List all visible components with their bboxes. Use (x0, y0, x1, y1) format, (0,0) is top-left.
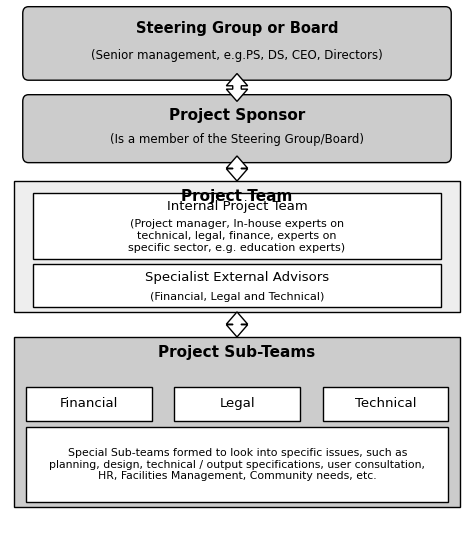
FancyBboxPatch shape (23, 95, 451, 163)
Text: Steering Group or Board: Steering Group or Board (136, 21, 338, 36)
Text: Technical: Technical (355, 397, 416, 411)
Bar (26, 387, 152, 421)
Text: Financial: Financial (60, 397, 118, 411)
Text: Project Sub-Teams: Project Sub-Teams (158, 345, 316, 360)
Bar (14, 337, 460, 507)
Text: (Senior management, e.g.PS, DS, CEO, Directors): (Senior management, e.g.PS, DS, CEO, Dir… (91, 49, 383, 62)
Text: Project Sponsor: Project Sponsor (169, 108, 305, 123)
FancyBboxPatch shape (23, 7, 451, 80)
Text: Legal: Legal (219, 397, 255, 411)
Bar (26, 427, 448, 502)
Text: Project Team: Project Team (182, 189, 292, 204)
Text: Internal Project Team: Internal Project Team (167, 200, 307, 213)
Bar (174, 387, 300, 421)
Text: (Project manager, In-house experts on
technical, legal, finance, experts on
spec: (Project manager, In-house experts on te… (128, 219, 346, 253)
Text: Special Sub-teams formed to look into specific issues, such as
planning, design,: Special Sub-teams formed to look into sp… (49, 448, 425, 481)
Text: (Is a member of the Steering Group/Board): (Is a member of the Steering Group/Board… (110, 133, 364, 146)
Bar (14, 181, 460, 312)
Polygon shape (226, 156, 247, 181)
Bar (33, 264, 441, 307)
Text: (Financial, Legal and Technical): (Financial, Legal and Technical) (150, 292, 324, 301)
Bar (323, 387, 448, 421)
Text: Specialist External Advisors: Specialist External Advisors (145, 271, 329, 284)
Polygon shape (226, 74, 247, 101)
Polygon shape (226, 312, 247, 337)
Bar (33, 193, 441, 259)
